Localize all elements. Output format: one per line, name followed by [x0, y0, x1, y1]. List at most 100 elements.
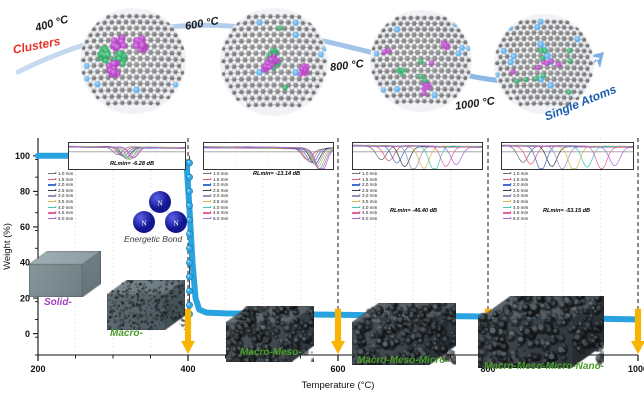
legend-swatch-icon — [352, 216, 361, 220]
legend-item-label: 4.5 mm — [58, 210, 74, 216]
carbon-sphere-1000c — [492, 12, 596, 116]
legend-swatch-icon — [203, 199, 212, 203]
energetic-bond-label: Energetic Bond — [124, 234, 183, 244]
legend-item: 3.5 mm — [48, 199, 73, 205]
legend-item: 2.0 mm — [48, 182, 73, 188]
carbon-sphere-800c — [368, 8, 474, 114]
svg-text:N: N — [157, 200, 162, 208]
svg-text:20: 20 — [20, 293, 30, 303]
carbon-sphere-400c — [78, 6, 188, 116]
legend-item-label: 4.5 mm — [362, 210, 378, 216]
legend-swatch-icon — [503, 177, 512, 181]
legend-item: 1.0 mm — [48, 171, 73, 177]
legend-item: 2.0 mm — [203, 182, 228, 188]
legend-swatch-icon — [48, 171, 57, 175]
legend-item-label: 2.0 mm — [58, 182, 74, 188]
legend-swatch-icon — [203, 177, 212, 181]
legend-item-label: 2.0 mm — [213, 182, 229, 188]
svg-text:Weight (%): Weight (%) — [2, 223, 13, 270]
svg-text:80: 80 — [20, 187, 30, 197]
tga-plot: 0 20 40 60 80 100 200 400 600 800 1000 Temperature … — [0, 133, 644, 413]
legend-item-label: 3.0 mm — [362, 193, 378, 199]
inset-plot-1000c — [501, 142, 634, 170]
legend-600c: 1.0 mm 1.5 mm 2.0 mm 2.5 mm 3.0 mm 3.5 mm 4.0 … — [203, 171, 228, 221]
legend-item: 4.0 mm — [203, 205, 228, 211]
energetic-bond-molecule: N N N — [133, 191, 187, 233]
legend-item-label: 1.0 mm — [213, 171, 229, 176]
stage-label-macro-meso-micro: Macro-Meso-Micro- — [357, 355, 449, 366]
legend-item-label: 4.0 mm — [513, 204, 529, 210]
legend-item-label: 3.5 mm — [362, 198, 378, 204]
legend-item-label: 1.5 mm — [513, 176, 529, 182]
legend-item-label: 2.5 mm — [58, 187, 74, 193]
legend-item: 1.0 mm — [503, 171, 528, 177]
legend-swatch-icon — [48, 216, 57, 220]
legend-swatch-icon — [48, 188, 57, 192]
stage-label-macro-meso: Macro-Meso- — [240, 347, 302, 358]
legend-swatch-icon — [503, 205, 512, 209]
legend-swatch-icon — [352, 171, 361, 175]
rlmin-label-800c: RLmin= -46.40 dB — [390, 208, 438, 214]
legend-item: 5.0 mm — [503, 216, 528, 222]
legend-swatch-icon — [203, 216, 212, 220]
svg-text:100: 100 — [15, 151, 30, 161]
legend-swatch-icon — [48, 210, 57, 214]
inset-plot-600c — [203, 142, 334, 170]
legend-swatch-icon — [503, 199, 512, 203]
legend-item-label: 5.0 mm — [362, 215, 378, 221]
legend-item-label: 4.5 mm — [213, 210, 229, 216]
legend-item-label: 5.0 mm — [213, 215, 229, 221]
legend-swatch-icon — [48, 193, 57, 197]
legend-item: 2.5 mm — [352, 188, 377, 194]
legend-swatch-icon — [352, 193, 361, 197]
legend-1000c: 1.0 mm 1.5 mm 2.0 mm 2.5 mm 3.0 mm 3.5 mm 4.0 … — [503, 171, 528, 221]
legend-item-label: 3.5 mm — [513, 198, 529, 204]
legend-item: 1.5 mm — [352, 177, 377, 183]
svg-text:800: 800 — [480, 364, 495, 374]
legend-item: 3.0 mm — [203, 193, 228, 199]
legend-item: 2.5 mm — [48, 188, 73, 194]
legend-item: 4.5 mm — [352, 210, 377, 216]
legend-item-label: 3.0 mm — [513, 193, 529, 199]
legend-item: 2.0 mm — [503, 182, 528, 188]
macro-meso-micro-foam-image — [352, 303, 456, 365]
legend-item-label: 3.0 mm — [213, 193, 229, 199]
legend-item: 5.0 mm — [352, 216, 377, 222]
legend-item-label: 3.0 mm — [58, 193, 74, 199]
legend-item: 5.0 mm — [203, 216, 228, 222]
svg-text:1000: 1000 — [628, 364, 644, 374]
legend-item: 1.5 mm — [503, 177, 528, 183]
legend-item-label: 4.0 mm — [213, 204, 229, 210]
macro-meso-foam-image — [226, 306, 314, 362]
legend-item: 3.5 mm — [352, 199, 377, 205]
svg-text:0: 0 — [25, 329, 30, 339]
legend-item: 2.5 mm — [503, 188, 528, 194]
legend-item-label: 3.5 mm — [213, 198, 229, 204]
legend-swatch-icon — [352, 188, 361, 192]
legend-item: 4.5 mm — [48, 210, 73, 216]
legend-item: 4.5 mm — [503, 210, 528, 216]
rlmin-label-1000c: RLmin= -53.15 dB — [543, 208, 591, 214]
legend-item-label: 2.0 mm — [362, 182, 378, 188]
legend-item-label: 2.5 mm — [213, 187, 229, 193]
legend-item: 3.0 mm — [503, 193, 528, 199]
legend-swatch-icon — [203, 188, 212, 192]
legend-item-label: 2.5 mm — [362, 187, 378, 193]
legend-item-label: 4.0 mm — [58, 204, 74, 210]
legend-item: 4.5 mm — [203, 210, 228, 216]
inset-plot-800c — [352, 142, 483, 170]
legend-swatch-icon — [203, 171, 212, 175]
svg-text:40: 40 — [20, 258, 30, 268]
legend-swatch-icon — [503, 210, 512, 214]
legend-swatch-icon — [503, 171, 512, 175]
macro-block-image — [107, 280, 185, 330]
svg-text:400: 400 — [180, 364, 195, 374]
legend-swatch-icon — [203, 210, 212, 214]
legend-item: 4.0 mm — [503, 205, 528, 211]
svg-text:N: N — [173, 220, 178, 228]
rlmin-label-400c: RLmin= -6.28 dB — [110, 161, 154, 167]
legend-item: 1.5 mm — [203, 177, 228, 183]
inset-plot-400c — [68, 142, 186, 170]
legend-item-label: 1.5 mm — [213, 176, 229, 182]
